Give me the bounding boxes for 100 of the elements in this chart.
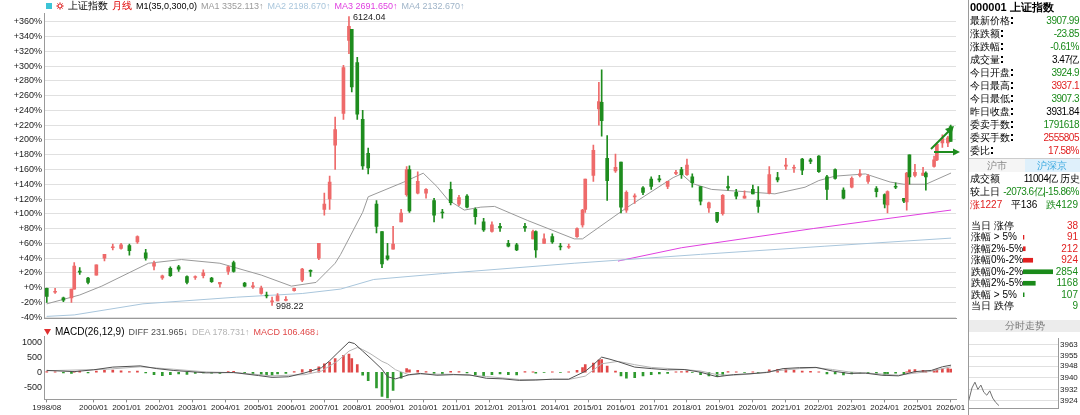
category-label: 委卖手数: [970, 118, 1010, 131]
text: 沪深京: [1024, 159, 1080, 172]
data-label: 1168: [1056, 277, 1079, 288]
category-label: 较上日: [970, 185, 1000, 198]
y-tick-label: +340%: [13, 31, 42, 42]
x-tick-label: 2019/01: [705, 403, 735, 413]
x-tick-label: 2007/01: [309, 403, 340, 413]
x-tick-label: 2016/01: [606, 403, 636, 413]
x-tick-label: 2003/01: [178, 403, 208, 413]
y-tick-label: -20%: [20, 296, 42, 307]
y-tick-label: -500: [23, 381, 42, 392]
text: 3907.99: [1046, 15, 1079, 26]
data-label: 2854: [1055, 265, 1079, 277]
text: 3.47亿: [1052, 54, 1079, 65]
y-tick-label: +200%: [13, 134, 42, 145]
annotation: 6124.04: [352, 12, 386, 23]
text: 3907.3: [1051, 93, 1079, 104]
text: -2073.6亿|-15.86%: [1003, 186, 1079, 197]
y-tick-label: 0: [36, 366, 42, 377]
category-label: 涨1227: [970, 199, 1003, 210]
y-tick-label: 500: [26, 351, 42, 362]
text: 2555805: [1043, 132, 1079, 143]
text: 3937.1: [1051, 80, 1079, 91]
x-tick-label: 2026/01: [936, 403, 966, 413]
x-tick-label: 2023/01: [837, 403, 867, 413]
x-tick-label: 2014/01: [540, 403, 571, 413]
x-tick-label: 2004/01: [210, 403, 241, 413]
y-tick-label: +140%: [13, 178, 42, 189]
text: 17.58%: [1048, 145, 1079, 156]
data-label: 91: [1066, 231, 1079, 242]
x-tick-label: 2001/01: [112, 403, 142, 413]
category-label: 今日开盘: [970, 66, 1010, 79]
text: 3931.84: [1046, 106, 1079, 117]
y-tick-label: +0%: [23, 282, 42, 293]
x-tick-label: 2002/01: [145, 403, 175, 413]
chart-subtitle: 月线: [112, 0, 132, 12]
text: -23.85: [1053, 28, 1079, 39]
text: DIFF 231.965↓: [128, 326, 188, 338]
category-label: 涨跌额: [970, 27, 1000, 40]
text: 000001 上证指数: [969, 0, 1055, 14]
x-tick-label: 2021/01: [771, 403, 801, 413]
x-tick-label: 2012/01: [474, 403, 505, 413]
y-tick-label: +160%: [13, 163, 42, 174]
x-tick-label: 2010/01: [408, 403, 439, 413]
y-tick-label: +280%: [13, 75, 42, 86]
y-tick-label: +220%: [13, 119, 42, 130]
text: -0.61%: [1050, 41, 1079, 52]
text: 38: [1066, 219, 1078, 231]
x-tick-label: 2024/01: [870, 403, 900, 413]
y-tick-label: 跌幅 > 5%: [971, 288, 1017, 300]
category-label: 委比: [970, 144, 990, 157]
text: 9: [1072, 300, 1078, 311]
y-tick-label: 1000: [21, 336, 42, 347]
x-tick-label: 2015/01: [573, 403, 604, 413]
chart-title: MACD(26,12,9): [55, 326, 125, 338]
text: 11004亿 历史: [1023, 173, 1079, 184]
y-tick-label: 3932: [1060, 384, 1079, 394]
chart-title: 分时走势: [969, 320, 1080, 332]
y-tick-label: +100%: [13, 208, 42, 219]
category-label: 昨日收盘: [970, 105, 1010, 118]
x-tick-label: 2000/01: [79, 403, 109, 413]
category-label: 最新价格: [970, 14, 1010, 27]
x-tick-label: 2009/01: [375, 403, 406, 413]
category-label: 跌4129: [1045, 199, 1078, 210]
y-tick-label: +60%: [18, 237, 42, 248]
text: 1791618: [1043, 119, 1079, 130]
text: 沪市: [969, 159, 1025, 172]
x-tick-label: 2006/01: [276, 403, 307, 413]
text: 3924.9: [1051, 67, 1079, 78]
x-tick-label: 2013/01: [507, 403, 538, 413]
category-label: 平136: [1010, 199, 1038, 210]
y-tick-label: 涨幅 > 5%: [971, 231, 1017, 242]
y-tick-label: +80%: [18, 223, 42, 234]
category-label: 今日最高: [970, 79, 1010, 92]
y-tick-label: +300%: [13, 60, 42, 71]
y-tick-label: 3963: [1060, 339, 1079, 349]
x-tick-label: 2022/01: [804, 403, 834, 413]
y-tick-label: +260%: [13, 90, 42, 101]
y-tick-label: -40%: [20, 311, 42, 322]
y-tick-label: 跌幅2%-5%: [971, 277, 1024, 288]
y-tick-label: 3940: [1060, 373, 1079, 383]
y-tick-label: 涨幅0%-2%: [971, 254, 1024, 265]
y-tick-label: 3955: [1060, 351, 1079, 361]
category-label: 今日最低: [970, 92, 1010, 105]
y-tick-label: 当日 涨停: [971, 219, 1014, 231]
x-tick-label: 2011/01: [442, 403, 471, 413]
y-tick-label: +180%: [13, 149, 42, 160]
x-tick-label: 2017/01: [639, 403, 670, 413]
y-tick-label: +40%: [18, 252, 42, 263]
text: MA1 3352.113↑: [201, 0, 264, 12]
y-tick-label: +320%: [13, 45, 42, 56]
y-tick-label: 3948: [1060, 361, 1079, 371]
text: MA2 2198.670↑: [267, 0, 331, 12]
y-tick-label: +20%: [18, 267, 42, 278]
y-tick-label: 当日 跌停: [971, 300, 1014, 311]
category-label: 委买手数: [970, 131, 1010, 144]
x-tick-label: 2020/01: [738, 403, 768, 413]
text: DEA 178.731↑: [192, 326, 250, 338]
x-tick-label: 2005/01: [243, 403, 274, 413]
data-label: 924: [1061, 254, 1079, 265]
